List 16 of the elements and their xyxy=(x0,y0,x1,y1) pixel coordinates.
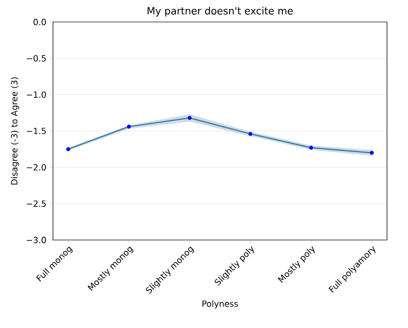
point xyxy=(370,150,374,155)
chart-title: My partner doesn't excite me xyxy=(148,6,293,17)
y-tick-label: −2.5 xyxy=(26,200,46,207)
y-tick-label: −3.0 xyxy=(26,236,46,244)
y-tick-label: 0.0 xyxy=(34,18,46,26)
x-axis-title: Polyness xyxy=(202,300,238,309)
point xyxy=(126,124,131,129)
point xyxy=(188,116,192,120)
y-tick-label: −1.5 xyxy=(26,128,46,134)
y-axis-title: Disagree (-3) to Agree (3) xyxy=(10,77,20,185)
point xyxy=(309,146,314,150)
point xyxy=(66,147,70,152)
y-tick-label: −1.0 xyxy=(26,91,46,98)
y-tick-label: −2.0 xyxy=(26,164,46,171)
point xyxy=(248,132,252,136)
y-tick-label: −0.5 xyxy=(26,55,46,62)
